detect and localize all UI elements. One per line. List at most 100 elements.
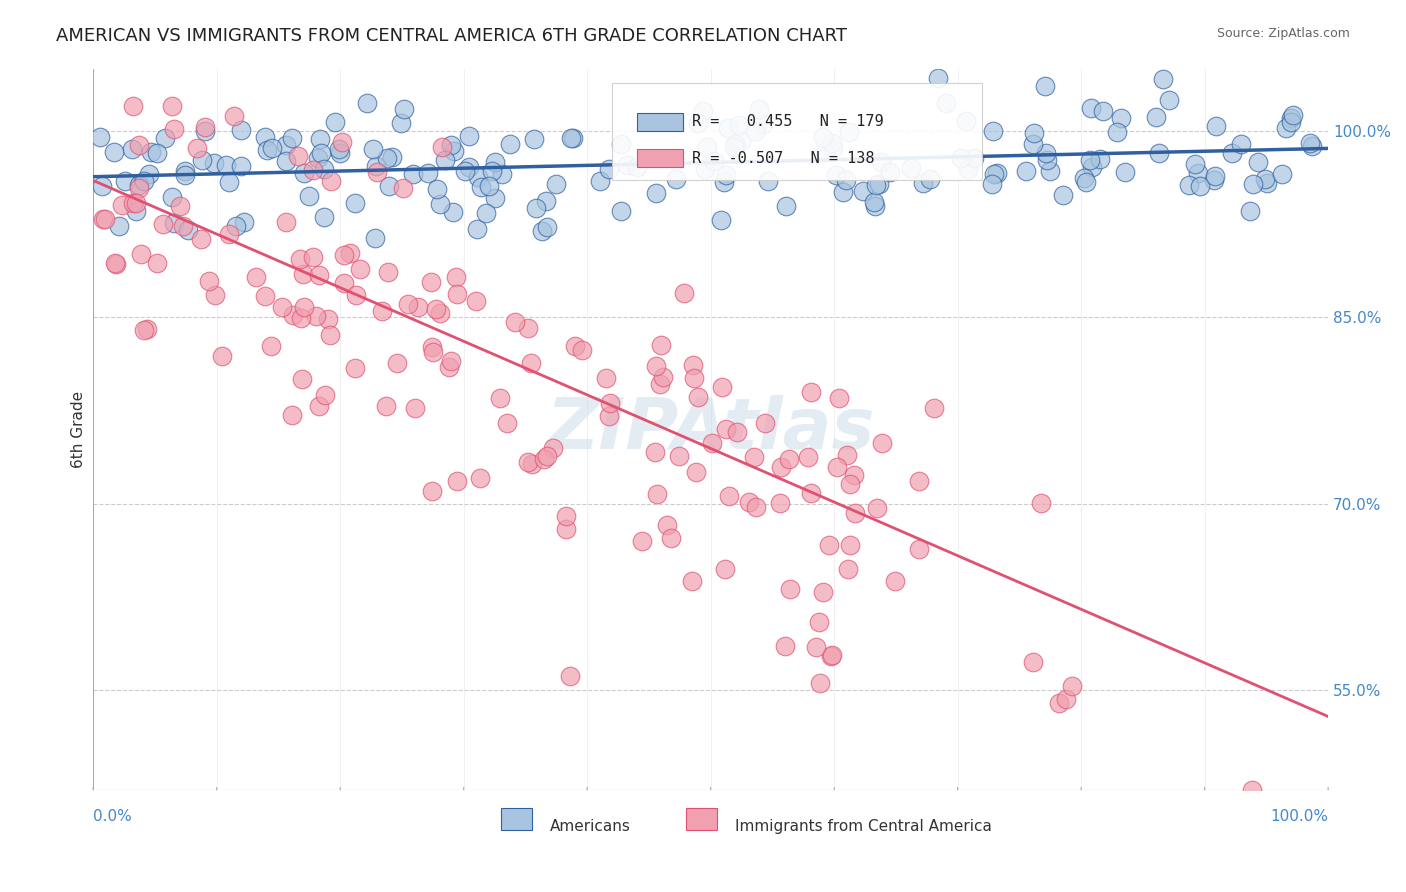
Point <box>262 141 284 155</box>
Point <box>778 451 800 466</box>
Point <box>821 141 844 155</box>
Point <box>811 584 834 599</box>
Point <box>554 523 576 537</box>
Point <box>517 455 540 469</box>
Point <box>832 185 855 199</box>
Point <box>343 360 366 375</box>
Point <box>425 301 447 316</box>
Point <box>668 449 690 463</box>
Point <box>1114 165 1136 179</box>
Point <box>308 268 330 283</box>
Point <box>177 223 200 237</box>
Point <box>437 360 460 375</box>
Point <box>1090 152 1112 166</box>
Point <box>329 145 352 160</box>
Point <box>1047 696 1070 710</box>
Point <box>821 648 844 662</box>
Point <box>211 349 233 363</box>
Point <box>644 359 666 373</box>
Point <box>1205 119 1227 133</box>
Point <box>589 174 612 188</box>
Point <box>169 199 191 213</box>
Point <box>121 142 143 156</box>
Point <box>610 137 633 152</box>
Point <box>135 322 157 336</box>
Point <box>863 195 886 210</box>
Point <box>686 116 709 130</box>
Point <box>128 181 150 195</box>
Point <box>922 401 945 415</box>
Text: Source: ZipAtlas.com: Source: ZipAtlas.com <box>1216 27 1350 40</box>
Point <box>433 153 456 168</box>
Point <box>245 269 267 284</box>
Point <box>737 495 759 509</box>
Point <box>956 161 979 176</box>
Point <box>344 287 367 301</box>
Point <box>963 151 986 165</box>
Point <box>745 500 768 514</box>
Point <box>1092 103 1115 118</box>
Text: R = -0.507   N = 138: R = -0.507 N = 138 <box>692 151 875 166</box>
Point <box>128 138 150 153</box>
Point <box>370 304 392 318</box>
Point <box>259 339 281 353</box>
Point <box>839 538 862 552</box>
Point <box>1282 108 1305 122</box>
Point <box>1301 139 1323 153</box>
Point <box>281 308 304 322</box>
Point <box>194 124 217 138</box>
Point <box>381 150 404 164</box>
Point <box>983 124 1005 138</box>
Point <box>520 356 543 370</box>
Point <box>531 224 554 238</box>
Point <box>1073 171 1095 186</box>
Point <box>129 247 152 261</box>
FancyBboxPatch shape <box>637 149 683 167</box>
Y-axis label: 6th Grade: 6th Grade <box>72 391 86 467</box>
Point <box>714 168 737 182</box>
Point <box>516 321 538 335</box>
Point <box>290 310 312 325</box>
Point <box>1159 93 1181 107</box>
Point <box>837 562 859 576</box>
Point <box>274 138 297 153</box>
Point <box>488 391 510 405</box>
Point <box>1230 137 1253 152</box>
Point <box>319 173 342 187</box>
Point <box>869 154 891 169</box>
Point <box>122 196 145 211</box>
Point <box>1241 178 1264 192</box>
Point <box>808 676 831 690</box>
Point <box>229 123 252 137</box>
Point <box>631 533 654 548</box>
Point <box>648 377 671 392</box>
Point <box>541 441 564 455</box>
Point <box>1080 160 1102 174</box>
Text: Americans: Americans <box>550 819 631 834</box>
Point <box>114 174 136 188</box>
Point <box>814 145 837 160</box>
Point <box>852 184 875 198</box>
Point <box>1271 167 1294 181</box>
Point <box>1204 169 1226 183</box>
Point <box>231 159 253 173</box>
Point <box>94 211 117 226</box>
Point <box>162 216 184 230</box>
Point <box>307 151 329 165</box>
Point <box>90 178 112 193</box>
Point <box>534 194 557 209</box>
FancyBboxPatch shape <box>501 808 531 830</box>
Point <box>328 143 350 157</box>
Point <box>491 167 513 181</box>
Point <box>1299 136 1322 150</box>
Point <box>1184 157 1206 171</box>
Point <box>253 289 276 303</box>
Point <box>349 262 371 277</box>
Point <box>160 190 183 204</box>
Point <box>330 136 353 150</box>
Point <box>139 145 162 159</box>
Point <box>121 99 143 113</box>
Point <box>820 648 842 663</box>
Point <box>505 315 527 329</box>
Point <box>835 448 858 462</box>
